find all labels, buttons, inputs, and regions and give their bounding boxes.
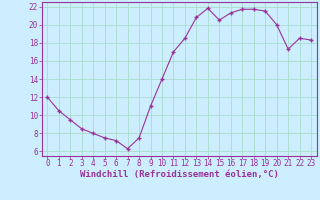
X-axis label: Windchill (Refroidissement éolien,°C): Windchill (Refroidissement éolien,°C)	[80, 170, 279, 179]
